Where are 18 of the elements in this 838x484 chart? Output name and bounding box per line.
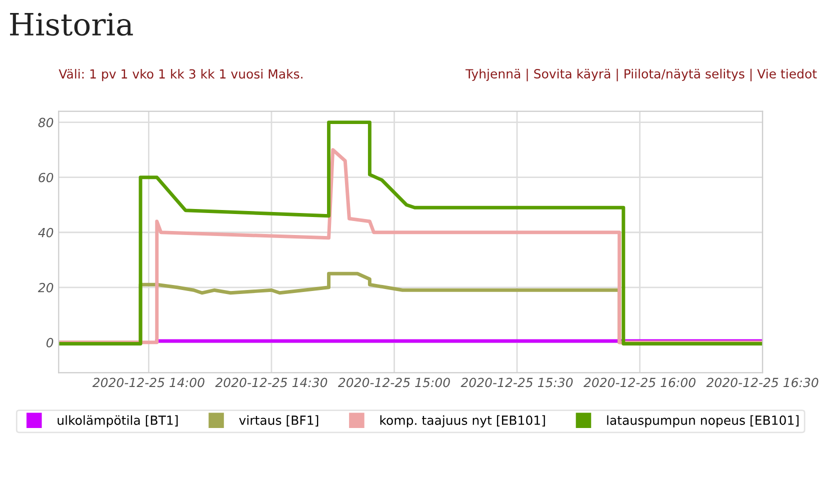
x-tick-label: 2020-12-25 16:30 [706, 378, 818, 388]
legend-label: ulkolämpötila [BT1] [58, 415, 178, 428]
y-tick-label: 40 [38, 228, 54, 238]
x-tick-label: 2020-12-25 14:00 [92, 378, 204, 388]
y-tick-label: 0 [46, 338, 54, 348]
y-tick-label: 80 [38, 118, 54, 128]
x-tick-label: 2020-12-25 15:00 [338, 378, 450, 388]
y-tick-label: 20 [38, 282, 54, 292]
legend-label: komp. taajuus nyt [EB101] [380, 415, 545, 428]
y-tick-label: 60 [38, 172, 54, 182]
x-tick-label: 2020-12-25 16:00 [584, 378, 696, 388]
legend-label: latauspumpun nopeus [EB101] [607, 415, 799, 428]
text: Väli: 1 pv 1 vko 1 kk 3 kk 1 vuosi Maks. [58, 68, 302, 82]
legend-label: virtaus [BF1] [239, 415, 318, 426]
x-tick-label: 2020-12-25 14:30 [215, 378, 328, 388]
x-tick-label: 2020-12-25 15:30 [460, 378, 573, 388]
chart-title: Historia [10, 12, 133, 36]
text: Tyhjennä | Sovita käyrä | Piilota/näytä selitys | Vie tiedot [465, 68, 817, 82]
